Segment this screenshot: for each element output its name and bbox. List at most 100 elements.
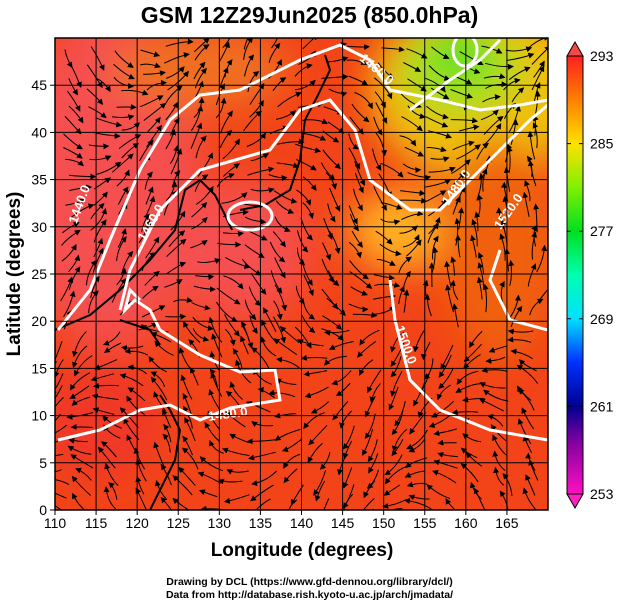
credit-data: Data from http://database.rish.kyoto-u.a… [165, 589, 454, 601]
streamline [65, 158, 84, 167]
streamline [302, 300, 316, 320]
streamline [272, 77, 287, 92]
streamline [400, 189, 426, 196]
streamline [366, 469, 379, 489]
streamline [244, 299, 257, 321]
streamline [141, 213, 150, 232]
streamline [476, 142, 490, 160]
streamline [308, 424, 328, 446]
streamline [294, 63, 313, 77]
streamline [121, 89, 149, 96]
streamline [215, 97, 227, 119]
streamline [507, 336, 532, 343]
streamline [507, 328, 534, 335]
streamline [166, 238, 187, 258]
streamline [524, 179, 531, 202]
streamline [506, 52, 535, 61]
streamline [407, 105, 426, 120]
streamline [352, 311, 378, 318]
streamline [219, 41, 230, 62]
streamline [400, 93, 422, 108]
streamline [197, 258, 221, 264]
streamline [249, 315, 258, 334]
streamline [93, 191, 108, 206]
streamline [479, 382, 506, 389]
streamline [197, 152, 214, 177]
streamline [165, 128, 177, 150]
streamline [204, 421, 220, 442]
streamline [357, 340, 377, 358]
streamline [71, 475, 92, 496]
streamline [492, 450, 506, 471]
streamline [368, 453, 379, 474]
streamline [113, 63, 135, 80]
streamline [302, 202, 315, 220]
streamline [478, 398, 505, 412]
streamline [244, 244, 265, 259]
streamline [375, 132, 388, 157]
streamline [521, 407, 535, 430]
y-tick-label: 25 [31, 266, 47, 282]
streamline [431, 246, 439, 274]
streamline [449, 279, 459, 300]
streamline [190, 122, 203, 149]
streamline [145, 186, 154, 205]
streamline [181, 447, 199, 470]
streamline [353, 188, 363, 212]
streamline [508, 66, 531, 81]
x-tick-label: 130 [208, 515, 232, 531]
streamline [184, 417, 196, 442]
streamline [91, 393, 119, 400]
streamline [133, 447, 146, 470]
streamline [139, 139, 154, 162]
streamline [101, 441, 117, 458]
x-tick-label: 160 [454, 515, 478, 531]
streamline [380, 202, 403, 210]
streamline [502, 473, 513, 496]
streamline [194, 67, 207, 89]
streamline [322, 130, 340, 143]
streamline [528, 459, 539, 481]
streamline [61, 244, 77, 262]
streamline [68, 78, 79, 96]
streamline [348, 303, 369, 313]
streamline [90, 373, 115, 382]
streamline [172, 497, 190, 510]
streamline [313, 470, 327, 496]
streamline [223, 163, 241, 177]
streamline [532, 122, 539, 149]
streamline [192, 328, 210, 342]
streamline [221, 447, 250, 456]
streamline [370, 508, 374, 510]
streamline [363, 480, 376, 499]
y-axis-label: Latitude (degrees) [4, 192, 25, 357]
streamline [117, 186, 129, 205]
streamline [225, 410, 246, 428]
streamline [274, 257, 286, 279]
streamline [408, 438, 426, 453]
streamline [473, 487, 486, 510]
streamline [348, 205, 358, 225]
streamline [426, 105, 449, 120]
streamline [268, 174, 288, 182]
contour-label: 1480.0 [207, 404, 248, 424]
streamline [69, 372, 91, 391]
streamline [351, 230, 363, 248]
streamline [401, 210, 424, 221]
streamline [142, 285, 159, 299]
streamline [274, 284, 288, 312]
streamline [302, 132, 327, 141]
streamline [346, 44, 370, 51]
streamline [480, 109, 499, 121]
y-tick-label: 0 [39, 502, 47, 518]
streamline [63, 290, 76, 318]
streamline [452, 196, 461, 215]
streamline [55, 469, 62, 473]
streamline [195, 274, 215, 281]
streamline [427, 222, 440, 244]
streamline [476, 276, 483, 300]
streamline [173, 297, 193, 303]
streamline [119, 373, 144, 387]
streamline [527, 160, 537, 187]
